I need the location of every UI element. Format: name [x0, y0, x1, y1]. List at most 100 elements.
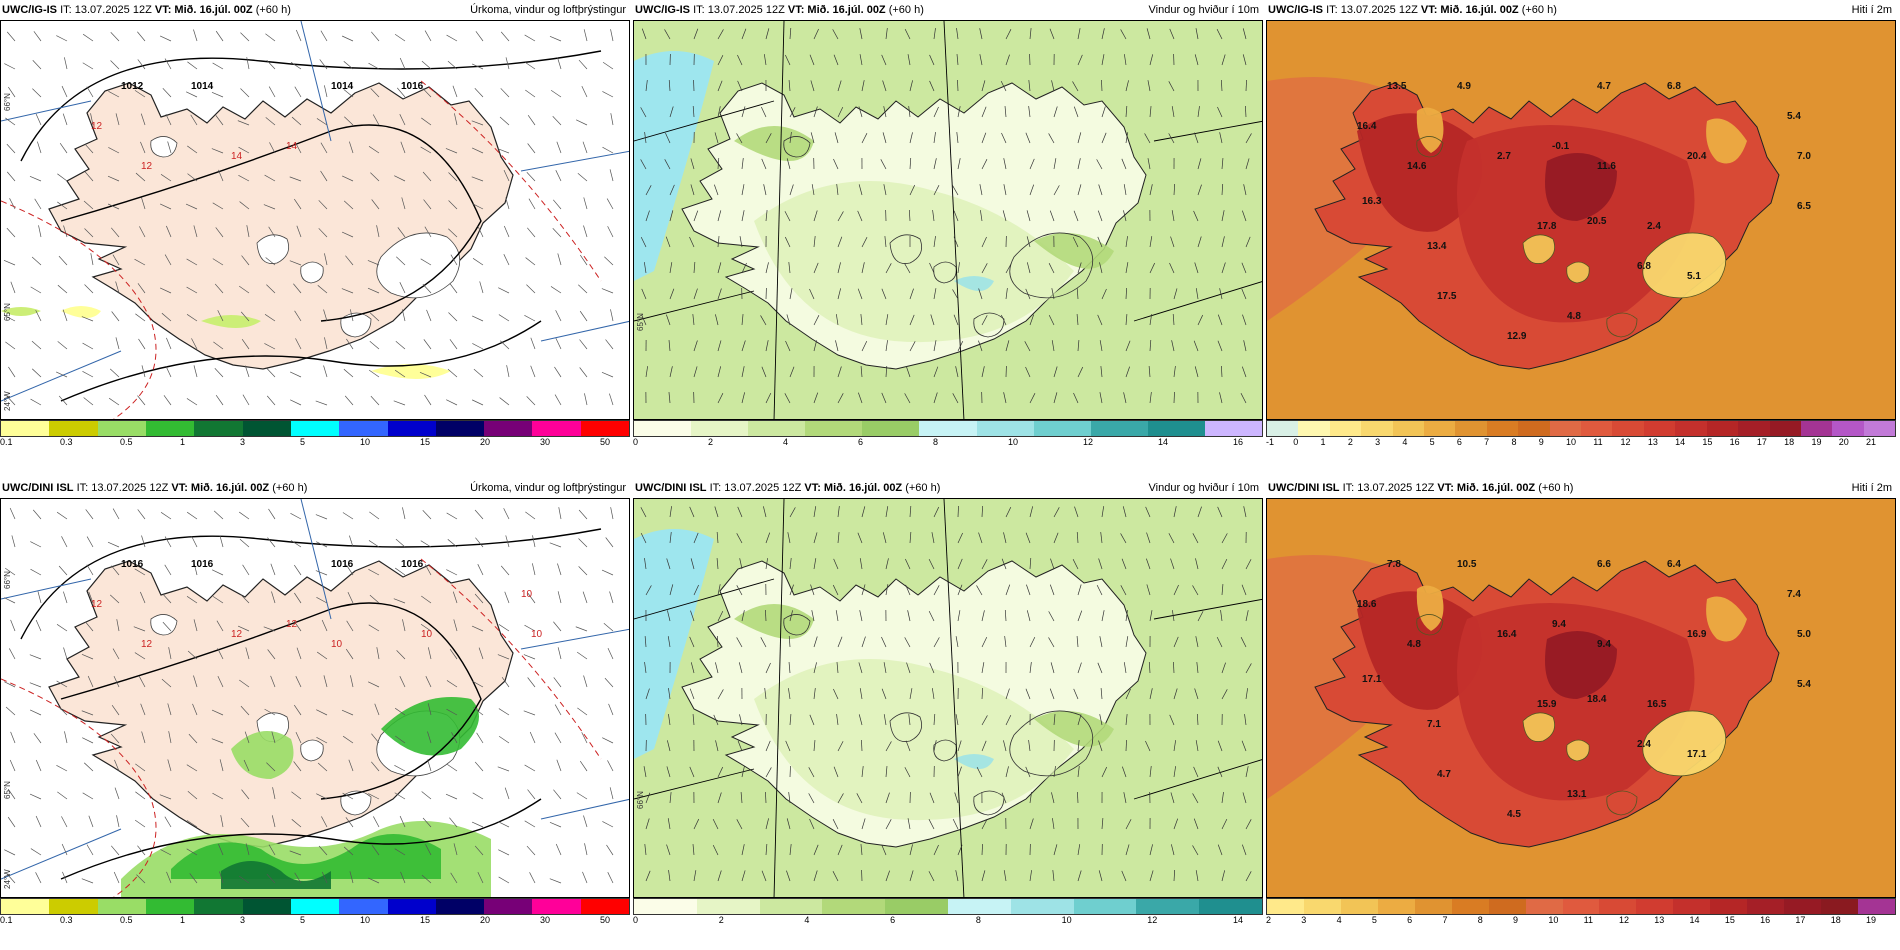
wind-arrow [765, 133, 772, 144]
wind-arrow [1001, 558, 1007, 570]
wind-barb [137, 509, 146, 520]
wind-barb [86, 844, 94, 856]
wind-arrow [979, 28, 983, 40]
wind-barb [293, 283, 302, 294]
wind-arrow [861, 237, 868, 248]
colorbar-swatch [1267, 421, 1299, 436]
wind-barb [186, 286, 198, 294]
glacier-outline [376, 232, 461, 299]
wind-arrow [1173, 183, 1176, 196]
colorbar-swatch [1392, 421, 1425, 436]
wind-barb [290, 540, 302, 548]
colorbar-tick-label: 10 [360, 437, 371, 447]
wind-arrow [1076, 288, 1079, 300]
wind-arrow [906, 662, 911, 674]
wind-arrow [1123, 392, 1127, 404]
wind-arrow [861, 818, 866, 830]
wind-barb [498, 735, 510, 744]
wind-barb [211, 92, 224, 98]
wind-barb [81, 878, 94, 884]
wind-barb [318, 845, 328, 856]
lead-time: (+60 h) [905, 482, 941, 494]
temperature-value-label: 20.4 [1687, 151, 1707, 162]
temperature-area [1566, 740, 1590, 761]
colorbar-swatch [805, 421, 863, 436]
wind-arrow [858, 662, 863, 674]
wind-arrow [1171, 106, 1175, 118]
wind-barb [610, 29, 614, 42]
graticule-line [540, 798, 629, 820]
wind-barb [577, 172, 588, 182]
wind-barb [421, 117, 432, 126]
wind-arrow [1053, 766, 1056, 778]
wind-arrow [1245, 133, 1252, 144]
wind-arrow [765, 740, 771, 752]
wind-arrow [690, 558, 695, 570]
wind-arrow [1049, 688, 1055, 700]
wind-arrow [833, 766, 839, 778]
wind-arrow [645, 870, 651, 882]
wind-barb [187, 650, 198, 660]
wind-arrow [643, 766, 647, 778]
wind-barb [164, 254, 172, 266]
colorbar-swatch [1, 421, 50, 436]
wind-arrow [1003, 740, 1007, 752]
wind-arrow [741, 210, 745, 222]
wind-barb [215, 30, 224, 42]
wind-arrow [976, 767, 983, 778]
wind-arrow [669, 532, 672, 544]
wind-arrow [858, 714, 863, 726]
colorbar-tick-label: 0 [1293, 437, 1299, 447]
wind-barb [321, 619, 328, 632]
wind-barb [420, 623, 432, 632]
wind-arrow [668, 688, 671, 700]
wind-arrow [981, 870, 986, 882]
colorbar-swatch [97, 421, 146, 436]
colorbar-swatch [1706, 421, 1739, 436]
wind-barb [500, 31, 510, 42]
wind-barb [584, 393, 588, 406]
glacier-outline [933, 739, 957, 762]
temperature-value-label: 13.4 [1427, 241, 1447, 252]
wind-barb [167, 141, 172, 154]
wind-arrow [717, 792, 722, 804]
strong-wind-area [634, 51, 714, 281]
wind-arrow [668, 714, 671, 726]
wind-barb [341, 709, 354, 716]
wind-arrow [1245, 559, 1252, 570]
wind-arrow [1125, 366, 1130, 378]
wind-barb [581, 86, 588, 98]
wind-arrow [644, 636, 647, 648]
wind-barb [112, 508, 120, 520]
wind-barb [395, 340, 406, 350]
wind-barb [395, 735, 406, 744]
wind-arrow [979, 54, 983, 66]
wind-barb [165, 113, 172, 126]
wind-arrow [1077, 766, 1080, 778]
wind-arrow [832, 29, 839, 40]
wind-arrow [1219, 132, 1223, 144]
wind-arrow [908, 106, 911, 118]
graticule-label: 65°N [3, 303, 12, 321]
wind-barb [471, 315, 484, 322]
temperature-contour [420, 80, 602, 282]
colorbar-swatch [1414, 899, 1452, 914]
colorbar-swatches [1266, 420, 1896, 437]
wind-arrow [1026, 610, 1031, 622]
wind-arrow [1194, 366, 1199, 378]
precip-area [381, 697, 479, 756]
wind-arrow [907, 818, 911, 830]
wind-barb [420, 146, 432, 154]
wind-arrow [957, 158, 961, 170]
colorbar-swatch [1361, 421, 1393, 436]
wind-arrow [666, 766, 671, 778]
temperature-value-label: 13.1 [1567, 789, 1587, 800]
wind-barb [346, 620, 354, 632]
wind-arrow [1171, 210, 1175, 222]
colorbar-tick-label: 3 [240, 437, 246, 447]
colorbar-swatch [339, 899, 388, 914]
model-name: UWC/IG-IS [1268, 4, 1323, 16]
wind-arrow [859, 610, 863, 622]
wind-barb [263, 626, 276, 632]
wind-barb [421, 60, 432, 70]
